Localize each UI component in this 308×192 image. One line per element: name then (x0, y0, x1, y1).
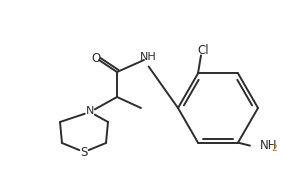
Text: O: O (91, 51, 101, 65)
Text: 2: 2 (271, 144, 277, 153)
Text: NH: NH (140, 52, 156, 62)
Text: Cl: Cl (197, 44, 209, 57)
Text: S: S (80, 146, 88, 160)
Text: N: N (86, 106, 94, 116)
Text: NH: NH (260, 139, 278, 152)
